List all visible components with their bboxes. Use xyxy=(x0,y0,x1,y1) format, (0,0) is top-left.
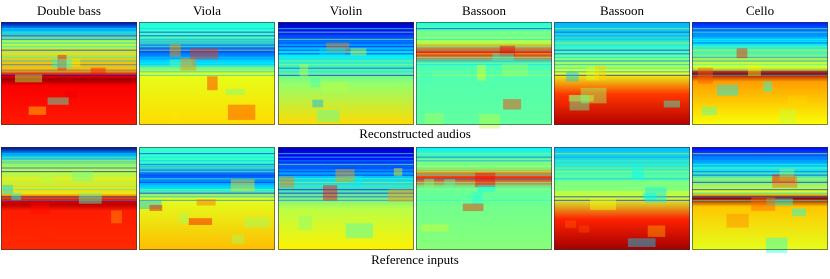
spectrogram xyxy=(278,147,414,250)
spectrogram xyxy=(1,147,137,250)
column-title: Bassoon xyxy=(462,3,507,18)
column-title: Cello xyxy=(746,3,774,18)
spectrogram xyxy=(554,22,690,125)
column-title: Double bass xyxy=(37,3,101,18)
spectrogram xyxy=(416,22,552,129)
spectrogram xyxy=(692,22,828,125)
column-title: Violin xyxy=(330,3,363,18)
spectrogram xyxy=(1,22,137,125)
column-title: Bassoon xyxy=(600,3,645,18)
spectrogram xyxy=(554,147,690,250)
spectrogram xyxy=(139,147,275,250)
row-caption: Reference inputs xyxy=(371,252,459,267)
row-caption: Reconstructed audios xyxy=(359,126,471,141)
spectrogram xyxy=(416,147,552,250)
column-title: Viola xyxy=(193,3,221,18)
spectrogram xyxy=(139,22,275,125)
spectrogram xyxy=(278,22,414,125)
spectrogram xyxy=(692,147,828,253)
